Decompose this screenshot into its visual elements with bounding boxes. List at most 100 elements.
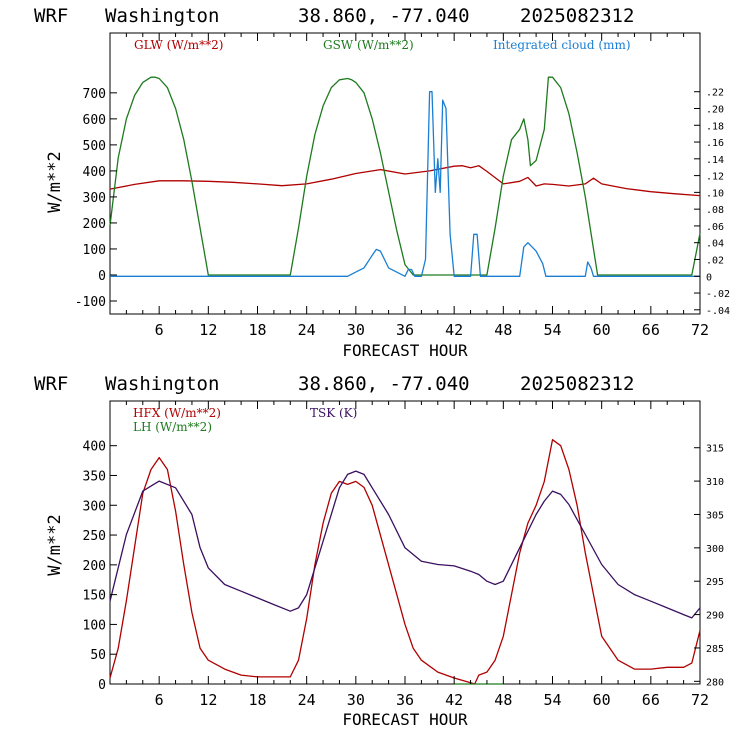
panel1-xtick-label: 60: [593, 321, 611, 339]
panel2-y2tick-label: 280: [706, 677, 724, 688]
panel2-y2tick-label: 300: [706, 544, 724, 555]
panel1-ytick-label: 300: [83, 191, 106, 206]
panel1-y2tick-label: -.02: [706, 289, 730, 300]
panel1-legend-glw: GLW (W/m**2): [134, 38, 223, 52]
panel1-y2tick-label: .10: [706, 188, 724, 199]
panel2-xtick-label: 18: [248, 691, 266, 709]
panel2-ytick-label: 400: [83, 440, 106, 455]
panel2-ytick-label: 200: [83, 559, 106, 574]
panel1-ytick-label: 200: [83, 217, 106, 232]
panel2-y2tick-label: 295: [706, 577, 724, 588]
panel2-legend-hfx: HFX (W/m**2): [133, 406, 221, 420]
panel1-y2tick-label: .06: [706, 222, 724, 233]
panel2-xtick-label: 30: [347, 691, 365, 709]
panel2-ytick-label: 350: [83, 469, 106, 484]
panel2-xtick-label: 6: [155, 691, 164, 709]
panel2-legend-lh: LH (W/m**2): [133, 420, 212, 434]
panel1-ytick-label: 600: [83, 113, 106, 128]
panel1-xtick-label: 6: [155, 321, 164, 339]
panel2-ytick-label: 150: [83, 589, 106, 604]
panel2-ytick-label: 50: [90, 648, 106, 663]
panel1-xtick-label: 18: [248, 321, 266, 339]
panel2-xtick-label: 48: [494, 691, 512, 709]
panel2-ytick-label: 0: [98, 678, 106, 693]
panel2-left-ticks: 0 50 100 150 200 250 300 350 400: [83, 440, 117, 693]
panel2-header: WRF Washington 38.860, -77.040 202508231…: [34, 373, 634, 395]
panel1-xtick-label: 30: [347, 321, 365, 339]
panel1-y2tick-label: .18: [706, 121, 724, 132]
panel2-location: Washington: [105, 373, 219, 395]
panel1-line-integrated: [110, 91, 700, 277]
panel2-xtick-label: 66: [642, 691, 660, 709]
panel2-series-lines: [109, 439, 701, 685]
panel2-ytick-label: 300: [83, 499, 106, 514]
panel2-model: WRF: [34, 373, 68, 395]
panel2-init-time: 2025082312: [520, 373, 634, 395]
panel1-model: WRF: [34, 5, 68, 27]
panel2-line-tsk: [109, 470, 701, 619]
panel1-ytick-label: -100: [75, 295, 106, 310]
panel2-xtick-label: 42: [445, 691, 463, 709]
panel1-y2tick-label: .02: [706, 255, 724, 266]
panel1-line-gsw: [109, 76, 701, 276]
panel2-xlabel: FORECAST HOUR: [342, 710, 468, 729]
panel1-y2tick-label: .20: [706, 104, 724, 115]
panel1-right-ticks: -.04 -.02 0 .02 .04 .06 .08 .10 .12 .14 .16 .18 .20.…: [694, 88, 730, 317]
panel2-xtick-label: 12: [199, 691, 217, 709]
panel2-y2tick-label: 305: [706, 510, 724, 521]
panel2-ylabel: W/m**2: [45, 514, 65, 575]
panel1-location: Washington: [105, 5, 219, 27]
panel2-coords: 38.860, -77.040: [298, 373, 470, 395]
panel2-legend-tsk: TSK (K): [310, 406, 357, 420]
panel2-xtick-label: 60: [593, 691, 611, 709]
panel1-xtick-label: 36: [396, 321, 414, 339]
panel1-ytick-label: 500: [83, 139, 106, 154]
panel2-y2tick-label: 290: [706, 611, 724, 622]
panel2-y2tick-label: 315: [706, 444, 724, 455]
panel1-xtick-label: 66: [642, 321, 660, 339]
panel1-y2tick-label: 0: [706, 272, 712, 283]
panel1-coords: 38.860, -77.040: [298, 5, 470, 27]
panel1-xtick-label: 24: [298, 321, 316, 339]
panel1-legend-cloud: Integrated cloud (mm): [493, 38, 631, 52]
panel2-right-ticks: 280 285 290 295 300 305 310 315: [694, 444, 724, 688]
panel1-line-glw: [109, 165, 701, 197]
panel2-y2tick-label: 285: [706, 644, 724, 655]
panel1-y2tick-label: .16: [706, 138, 724, 149]
panel1-init-time: 2025082312: [520, 5, 634, 27]
panel1-xtick-label: 12: [199, 321, 217, 339]
panel1-y2tick-label: .14: [706, 155, 724, 166]
panel1-chart: -100 0 100 200 300 400 500 600 700 -.04 -.02 0 .02.…: [45, 32, 730, 360]
panel1-y2tick-label: -.04: [706, 306, 730, 317]
panel1-ytick-label: 400: [83, 165, 106, 180]
panel2-y2tick-label: 310: [706, 477, 724, 488]
panel1-y2tick-label: .22: [706, 88, 724, 99]
panel1-xtick-label: 48: [494, 321, 512, 339]
panel2-xtick-label: 24: [298, 691, 316, 709]
panel1-x-ticks: 6 12 18 24 30 36 42 48 54 60 66 72: [125, 33, 709, 339]
panel1-ytick-label: 0: [98, 269, 106, 284]
panel1-xtick-label: 42: [445, 321, 463, 339]
panel2-xtick-label: 54: [543, 691, 561, 709]
panel1-y2tick-label: .12: [706, 172, 724, 183]
panel1-xlabel: FORECAST HOUR: [342, 341, 468, 360]
panel2-ytick-label: 100: [83, 618, 106, 633]
panel1-xtick-label: 54: [543, 321, 561, 339]
panel1-left-ticks: -100 0 100 200 300 400 500 600 700: [75, 87, 117, 310]
panel1-ytick-label: 100: [83, 243, 106, 258]
panel1-xtick-label: 72: [691, 321, 709, 339]
panel1-y2tick-label: .08: [706, 205, 724, 216]
panel1-y2tick-label: .04: [706, 239, 724, 250]
panel2-xtick-label: 36: [396, 691, 414, 709]
panel2-ytick-label: 250: [83, 529, 106, 544]
panel1-legend-gsw: GSW (W/m**2): [323, 38, 414, 52]
panel2-x-ticks: 6 12 18 24 30 36 42 48 54 60 66 72: [125, 401, 709, 709]
panel1-ytick-label: 700: [83, 87, 106, 102]
panel2-xtick-label: 72: [691, 691, 709, 709]
panel1-header: WRF Washington 38.860, -77.040 202508231…: [34, 5, 634, 27]
panel2-line-hfx: [109, 439, 701, 685]
panel1-ylabel: W/m**2: [45, 151, 65, 212]
panel1-series-lines: [109, 76, 701, 277]
